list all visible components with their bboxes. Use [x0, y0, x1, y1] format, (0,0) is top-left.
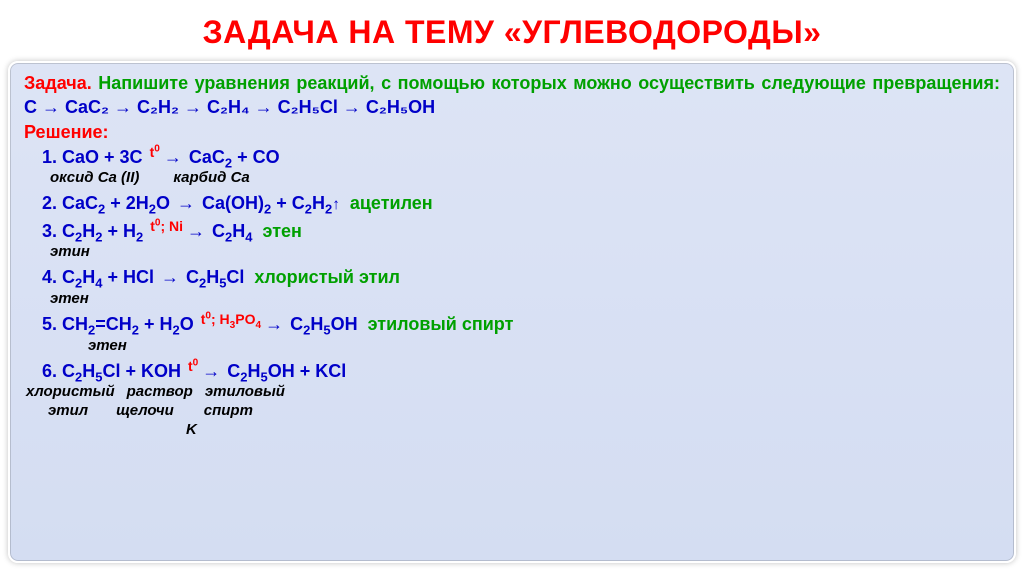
- arrow-icon: →: [263, 314, 285, 334]
- product-tag: этен: [263, 221, 302, 241]
- product-tag: хлористый этил: [254, 267, 400, 287]
- arrow-icon: →: [185, 221, 207, 241]
- solution-label: Решение:: [24, 122, 1000, 143]
- reaction-step: 5. CH2=CH2 + H2O t0; H3PO4→ C2H5OH этило…: [24, 314, 1000, 355]
- sublabel-row: этин: [24, 243, 1000, 261]
- equation: 6. C2H5Cl + KOH t0→ C2H5OH + KCl: [24, 361, 1000, 383]
- reaction-step: 1. CaO + 3C t0→ CaC2 + COоксид Ca (II)ка…: [24, 147, 1000, 188]
- equation: 4. C2H4 + HCl → C2H5Cl хлористый этил: [24, 267, 1000, 289]
- reaction-step: 6. C2H5Cl + KOH t0→ C2H5OH + KClхлористы…: [24, 361, 1000, 440]
- condition: t0: [188, 358, 198, 375]
- steps-list: 1. CaO + 3C t0→ CaC2 + COоксид Ca (II)ка…: [24, 147, 1000, 440]
- product-tag: ацетилен: [350, 193, 433, 213]
- equation: 2. CaC2 + 2H2O → Ca(OH)2 + C2H2↑ ацетиле…: [24, 193, 1000, 215]
- arrow-icon: →: [159, 267, 181, 287]
- sublabel-row: этилщелочиспирт: [24, 402, 1000, 420]
- sublabel-row: K: [24, 421, 1000, 439]
- reaction-chain: C → CaC₂ → C₂H₂ → C₂H₄ → C₂H₅Cl → C₂H₅OH: [24, 97, 435, 117]
- task-prompt: Задача. Напишите уравнения реакций, с по…: [24, 71, 1000, 120]
- task-text: Напишите уравнения реакций, с помощью ко…: [98, 73, 1000, 93]
- content-panel: Задача. Напишите уравнения реакций, с по…: [8, 61, 1016, 563]
- task-label: Задача.: [24, 73, 92, 93]
- arrow-icon: →: [162, 147, 184, 167]
- reaction-step: 4. C2H4 + HCl → C2H5Cl хлористый этилэте…: [24, 267, 1000, 308]
- condition: t0; Ni: [150, 218, 183, 235]
- reaction-step: 2. CaC2 + 2H2O → Ca(OH)2 + C2H2↑ ацетиле…: [24, 193, 1000, 215]
- equation: 5. CH2=CH2 + H2O t0; H3PO4→ C2H5OH этило…: [24, 314, 1000, 336]
- page-title: ЗАДАЧА НА ТЕМУ «УГЛЕВОДОРОДЫ»: [0, 0, 1024, 61]
- arrow-icon: →: [175, 193, 197, 213]
- product-tag: этиловый спирт: [368, 314, 514, 334]
- sublabel-row: оксид Ca (II)карбид Ca: [24, 169, 1000, 187]
- condition: t0: [150, 144, 160, 161]
- sublabel-row: этен: [24, 337, 1000, 355]
- condition: t0; H3PO4: [201, 311, 261, 328]
- equation: 1. CaO + 3C t0→ CaC2 + CO: [24, 147, 1000, 169]
- reaction-step: 3. C2H2 + H2 t0; Ni→ C2H4 этенэтин: [24, 221, 1000, 262]
- arrow-icon: →: [200, 361, 222, 381]
- sublabel-row: хлористыйрастворэтиловый: [24, 383, 1000, 401]
- equation: 3. C2H2 + H2 t0; Ni→ C2H4 этен: [24, 221, 1000, 243]
- sublabel-row: этен: [24, 290, 1000, 308]
